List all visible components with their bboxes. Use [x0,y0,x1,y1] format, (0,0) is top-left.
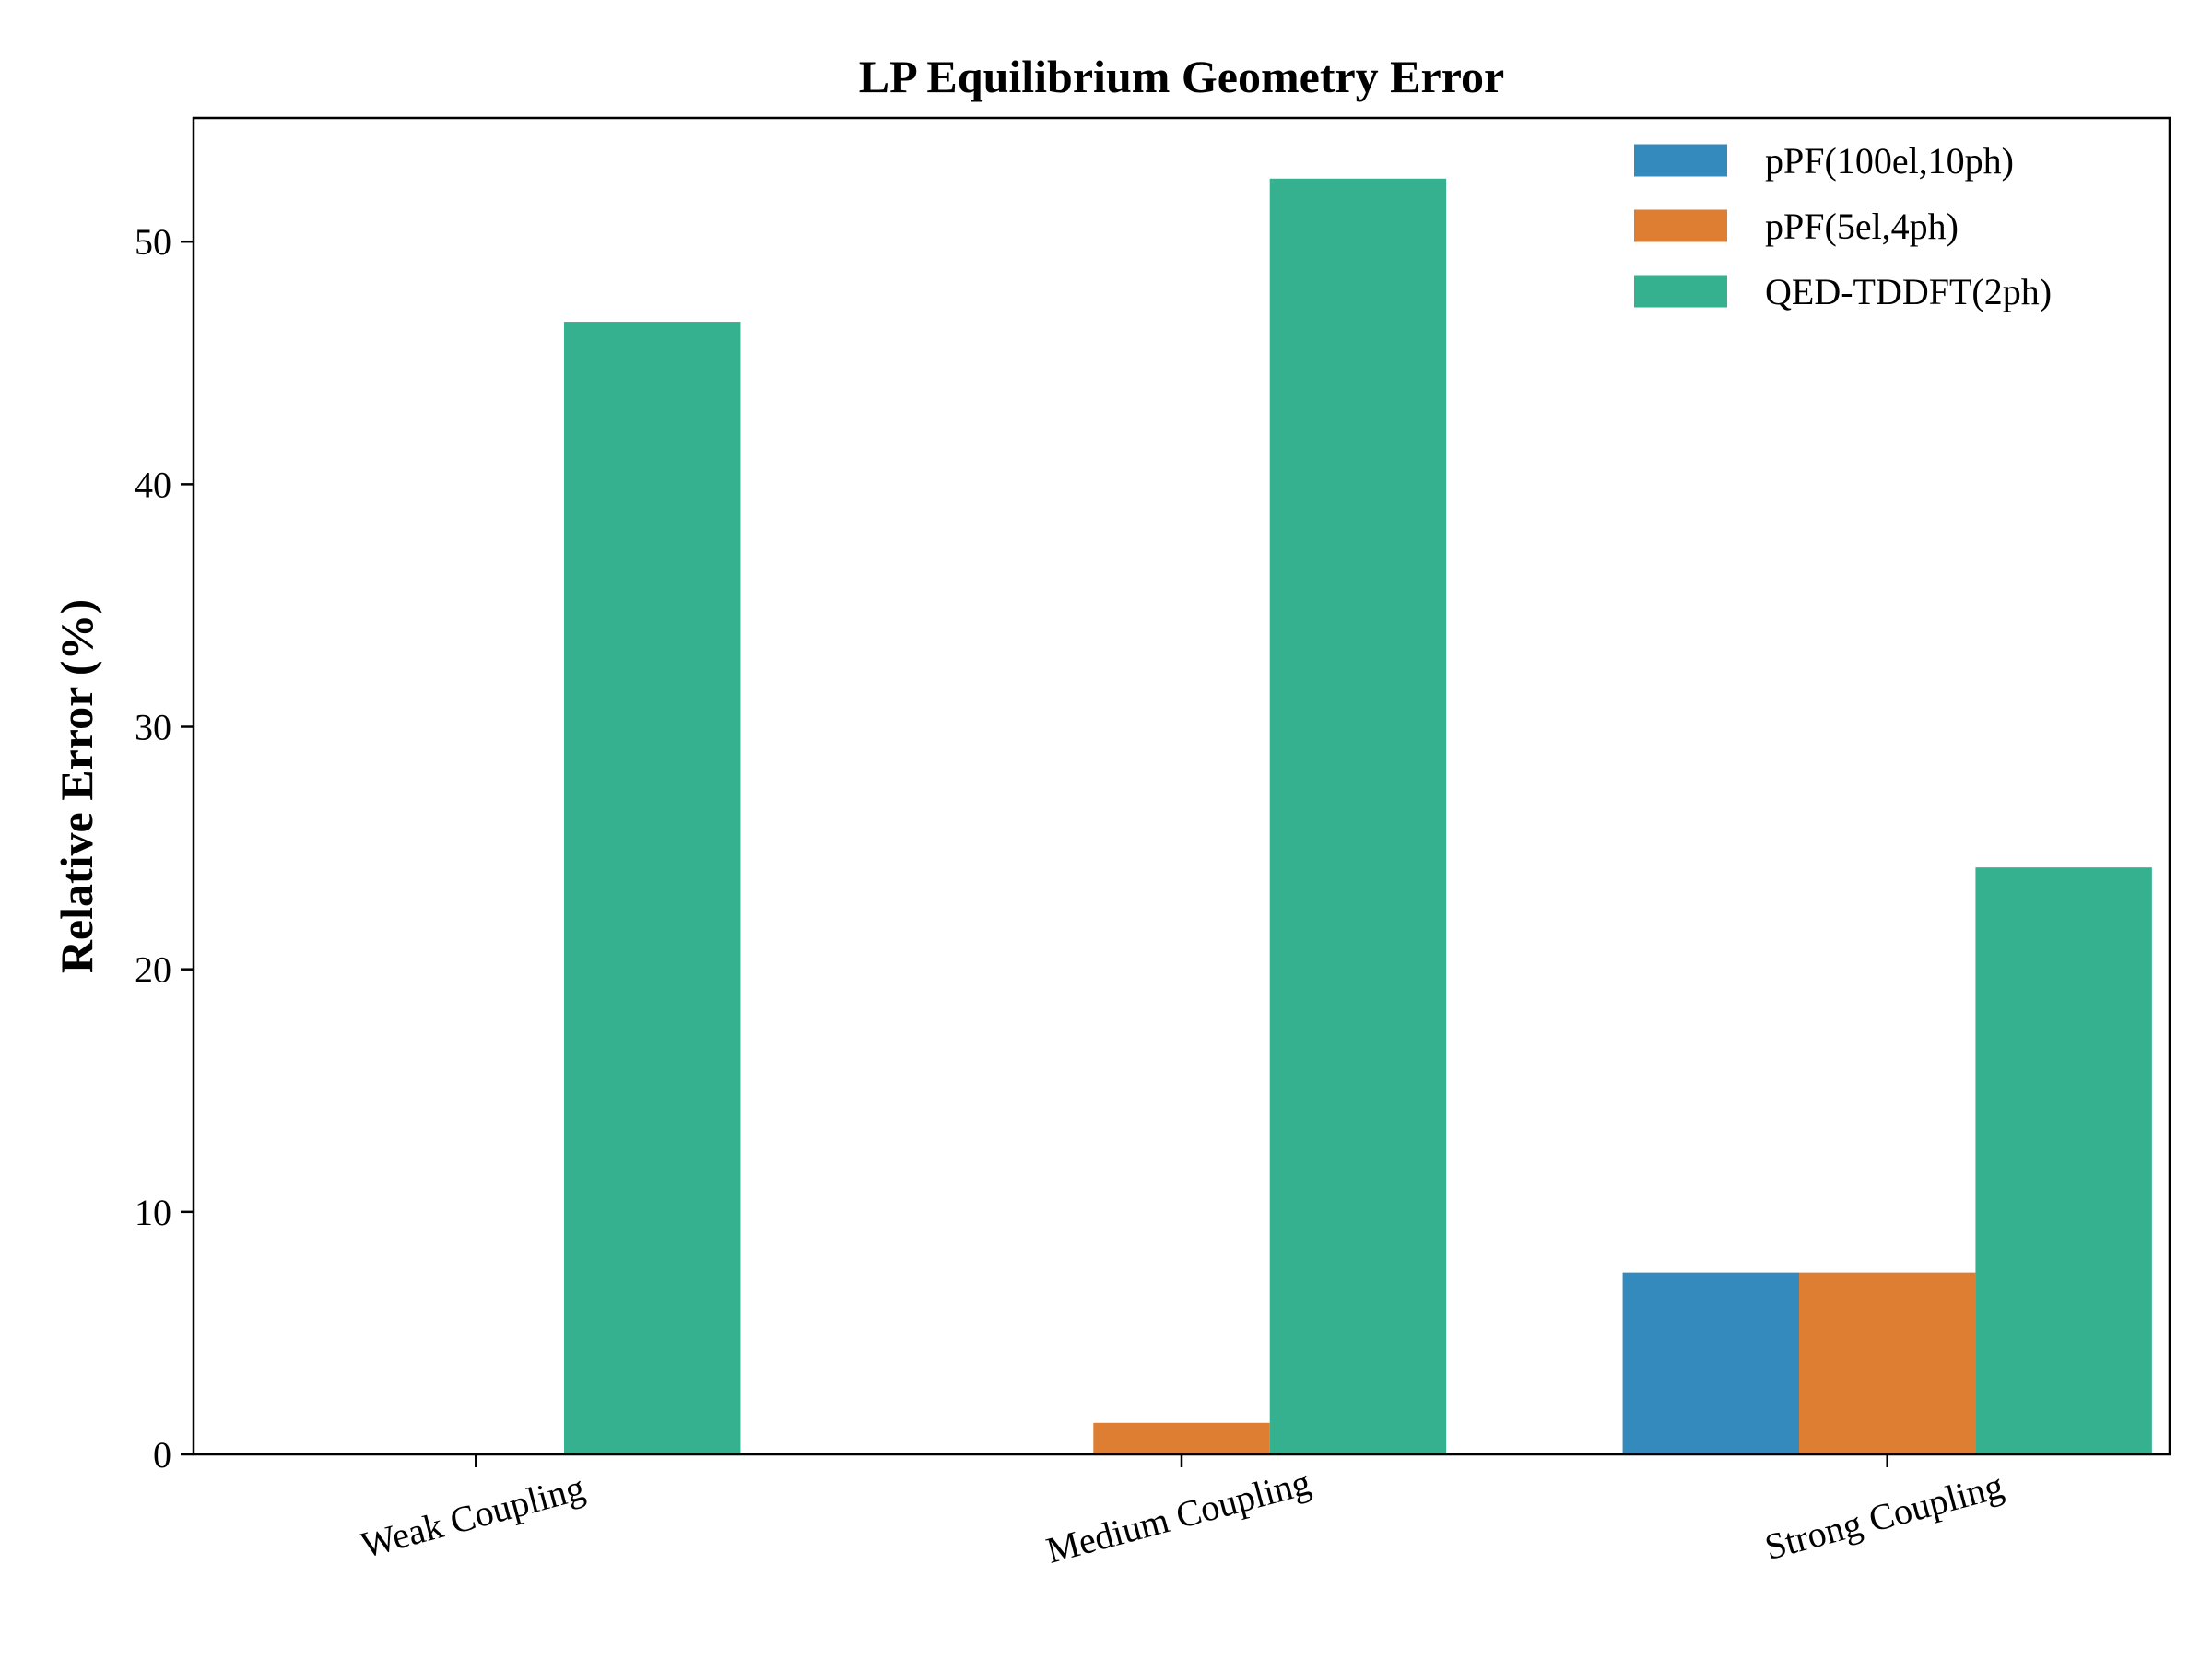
plot-frame [192,116,2171,1456]
bar-ppf-5el-4ph-strong-coupling [1799,1272,1976,1454]
bar-ppf-5el-4ph-medium-coupling [1093,1422,1270,1454]
y-tick-label: 0 [153,1434,171,1476]
legend-label-ppf-100el-10ph: pPF(100el,10ph) [1765,140,2014,182]
x-tick-label-strong-coupling: Strong Coupling [1760,1465,2007,1568]
bar-qed-tddft-2ph-medium-coupling [1269,178,1447,1454]
y-tick-label: 20 [135,949,171,991]
y-axis-label: Relative Error (%) [51,599,102,973]
legend-swatch-ppf-5el-4ph [1634,209,1727,242]
chart-title: LP Equilibrium Geometry Error [859,51,1504,102]
bar-qed-tddft-2ph-strong-coupling [1975,867,2152,1454]
y-tick-label: 50 [135,221,171,263]
y-tick-label: 40 [135,464,171,505]
x-axis: Weak Coupling Medium Coupling Strong Coupl… [357,1454,2007,1571]
y-axis: 0 10 20 30 40 50 [135,221,194,1476]
bar-ppf-100el-10ph-strong-coupling [1622,1272,1799,1454]
x-tick-label-weak-coupling: Weak Coupling [357,1466,589,1566]
bars-group [564,178,2152,1454]
legend: pPF(100el,10ph) pPF(5el,4ph) QED-TDDFT(2ph… [1634,140,2052,312]
x-tick-label-medium-coupling: Medium Coupling [1041,1461,1314,1571]
legend-label-qed-tddft-2ph: QED-TDDFT(2ph) [1765,271,2052,312]
legend-swatch-qed-tddft-2ph [1634,275,1727,308]
bar-qed-tddft-2ph-weak-coupling [564,322,741,1454]
legend-swatch-ppf-100el-10ph [1634,144,1727,177]
y-tick-label: 10 [135,1192,171,1233]
legend-label-ppf-5el-4ph: pPF(5el,4ph) [1765,206,1959,247]
y-tick-label: 30 [135,707,171,748]
